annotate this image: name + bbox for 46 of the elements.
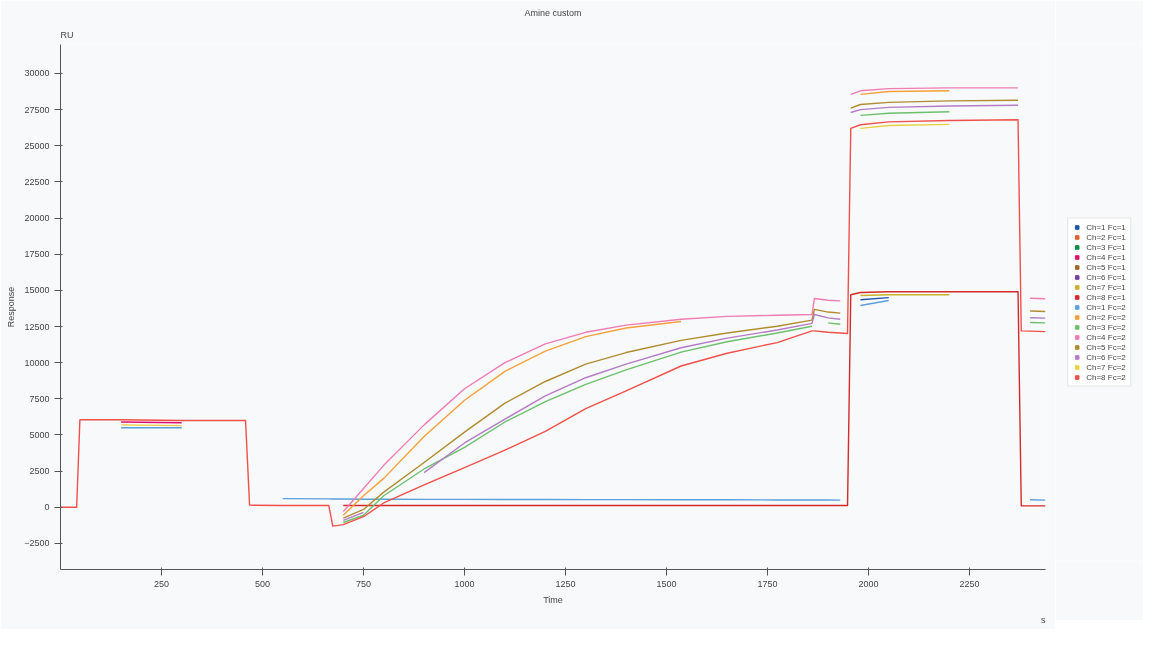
legend-label: Ch=1 Fc=1 bbox=[1086, 222, 1126, 232]
y-tick-label: 2500 bbox=[29, 466, 50, 477]
y-tick-label: −2500 bbox=[24, 538, 50, 549]
legend-label: Ch=6 Fc=2 bbox=[1086, 352, 1126, 362]
y-tick-label: 30000 bbox=[24, 68, 50, 79]
legend-label: Ch=4 Fc=2 bbox=[1086, 332, 1126, 342]
text: s bbox=[1041, 614, 1046, 625]
line-series bbox=[60, 119, 1046, 527]
x-axis-title: Time bbox=[543, 594, 563, 605]
text: RU bbox=[60, 29, 74, 40]
chart-title: Amine custom bbox=[524, 7, 582, 18]
y-tick-label: 7500 bbox=[29, 393, 50, 404]
y-tick-label: 25000 bbox=[24, 140, 50, 151]
legend-label: Ch=1 Fc=2 bbox=[1086, 302, 1126, 312]
y-tick-label: 17500 bbox=[24, 249, 50, 260]
y-tick-label: 12500 bbox=[24, 321, 50, 332]
legend-label: Ch=2 Fc=1 bbox=[1086, 232, 1126, 242]
x-tick-label: 2250 bbox=[959, 578, 980, 589]
y-tick-label: 20000 bbox=[24, 213, 50, 224]
y-tick-label: 5000 bbox=[29, 430, 50, 440]
legend-label: Ch=5 Fc=2 bbox=[1086, 342, 1126, 352]
line-series bbox=[342, 291, 1046, 507]
legend-label: Ch=4 Fc=1 bbox=[1086, 252, 1126, 262]
legend-label: Ch=8 Fc=1 bbox=[1086, 292, 1126, 302]
legend-label: Ch=7 Fc=1 bbox=[1086, 282, 1126, 292]
legend-label: Ch=3 Fc=2 bbox=[1086, 322, 1126, 332]
x-tick-label: 750 bbox=[356, 578, 372, 589]
x-tick-label: 1500 bbox=[656, 578, 677, 589]
x-tick-label: 2000 bbox=[858, 578, 879, 589]
legend-label: Ch=6 Fc=1 bbox=[1086, 272, 1126, 282]
legend-label: Ch=2 Fc=2 bbox=[1086, 312, 1126, 322]
legend-label: Ch=3 Fc=1 bbox=[1086, 242, 1126, 252]
x-tick-label: 250 bbox=[154, 578, 170, 589]
y-tick-label: 0 bbox=[44, 502, 50, 513]
legend-label: Ch=5 Fc=1 bbox=[1086, 262, 1126, 272]
y-tick-label: 10000 bbox=[24, 357, 50, 368]
x-tick-label: 1000 bbox=[454, 578, 475, 589]
x-tick-label: 1750 bbox=[757, 578, 778, 589]
legend-label: Ch=8 Fc=2 bbox=[1086, 372, 1126, 382]
x-tick-label: 1250 bbox=[555, 578, 576, 589]
x-tick-label: 500 bbox=[255, 578, 271, 589]
y-tick-label: 27500 bbox=[24, 104, 50, 115]
legend-label: Ch=7 Fc=2 bbox=[1086, 362, 1126, 372]
y-tick-label: 15000 bbox=[24, 285, 50, 296]
y-axis-title: Response bbox=[6, 286, 17, 328]
y-tick-label: 22500 bbox=[24, 176, 50, 187]
